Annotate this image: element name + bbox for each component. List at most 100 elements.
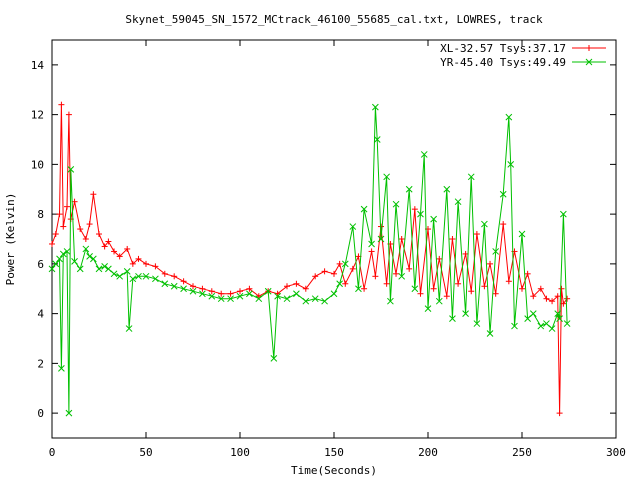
- data-point: [524, 315, 531, 322]
- data-point: [373, 136, 381, 143]
- data-point: [563, 320, 571, 327]
- y-tick-label: 4: [37, 308, 44, 321]
- data-point: [537, 322, 545, 330]
- data-point: [424, 305, 432, 313]
- data-point: [383, 280, 390, 287]
- data-point: [64, 203, 71, 210]
- data-point: [398, 236, 405, 242]
- data-point: [60, 223, 67, 230]
- data-point: [82, 236, 89, 242]
- data-point: [558, 285, 565, 292]
- data-point: [274, 292, 281, 300]
- data-point: [443, 185, 451, 193]
- data-point: [311, 295, 319, 303]
- data-point: [264, 287, 272, 295]
- data-point: [237, 288, 243, 295]
- series-1: [48, 103, 571, 417]
- data-point: [161, 280, 169, 288]
- data-point: [283, 295, 291, 303]
- data-point: [560, 300, 567, 307]
- data-point: [505, 113, 513, 121]
- data-point: [486, 330, 494, 337]
- data-point: [372, 273, 379, 280]
- data-point: [349, 223, 357, 230]
- data-point: [398, 272, 406, 280]
- data-point: [507, 161, 515, 168]
- data-point: [529, 310, 537, 317]
- data-point: [293, 290, 300, 298]
- y-tick-label: 0: [37, 407, 44, 420]
- data-point: [556, 410, 563, 417]
- data-point: [218, 290, 225, 297]
- data-point: [500, 221, 507, 228]
- data-point: [63, 248, 71, 255]
- data-point: [255, 295, 263, 303]
- data-point: [435, 297, 443, 305]
- data-point: [65, 111, 72, 118]
- data-point: [387, 297, 394, 305]
- data-point: [321, 297, 328, 305]
- data-point: [473, 231, 480, 238]
- data-point: [505, 278, 512, 285]
- legend-marker-sample: [585, 58, 593, 66]
- x-tick-label: 0: [49, 446, 56, 459]
- data-point: [129, 275, 137, 283]
- data-point: [58, 101, 65, 108]
- legend: XL-32.57 Tsys:37.17 YR-45.40 Tsys:49.49: [440, 42, 606, 69]
- data-point: [530, 293, 537, 300]
- data-point: [383, 173, 390, 181]
- data-point: [82, 245, 90, 253]
- data-point: [492, 248, 500, 255]
- data-point: [135, 272, 142, 280]
- legend-label-yr: YR-45.40 Tsys:49.49: [440, 56, 566, 69]
- data-point: [246, 290, 253, 298]
- data-point: [86, 221, 93, 228]
- data-point: [105, 238, 112, 245]
- data-point: [537, 285, 544, 292]
- data-point: [543, 295, 550, 302]
- data-point: [217, 295, 225, 303]
- data-point: [481, 283, 488, 290]
- data-point: [208, 288, 215, 295]
- series-line-1: [51, 107, 568, 414]
- x-tick-label: 100: [230, 446, 250, 459]
- y-tick-label: 14: [31, 59, 45, 72]
- data-point: [336, 260, 343, 267]
- data-point: [49, 240, 55, 247]
- x-tick-label: 50: [139, 446, 152, 459]
- data-point: [436, 255, 443, 262]
- data-point: [143, 260, 149, 267]
- data-point: [227, 295, 234, 303]
- data-point: [411, 285, 419, 293]
- data-point: [417, 210, 424, 218]
- data-point: [293, 280, 300, 287]
- data-point: [377, 235, 385, 243]
- data-point: [180, 278, 187, 285]
- y-axis-label: Power (Kelvin): [4, 193, 17, 286]
- data-point: [236, 292, 244, 300]
- x-tick-label: 250: [512, 446, 532, 459]
- data-point: [342, 280, 349, 287]
- data-point: [124, 245, 131, 252]
- data-point: [492, 290, 499, 297]
- data-point: [101, 263, 108, 270]
- data-point: [180, 285, 187, 293]
- data-point: [161, 270, 168, 277]
- data-point: [361, 285, 368, 292]
- data-point: [524, 270, 531, 277]
- data-point: [90, 191, 97, 198]
- data-point: [473, 320, 481, 327]
- data-point: [48, 265, 56, 273]
- data-point: [246, 285, 253, 292]
- plot-frame: [51, 39, 617, 439]
- data-point: [549, 298, 556, 305]
- data-point: [430, 285, 437, 292]
- data-point: [142, 272, 150, 280]
- data-point: [564, 295, 571, 302]
- data-point: [468, 288, 475, 295]
- data-point: [499, 190, 507, 198]
- x-tick-label: 150: [324, 446, 344, 459]
- data-point: [360, 205, 368, 213]
- data-point: [96, 231, 102, 238]
- data-point: [52, 231, 59, 238]
